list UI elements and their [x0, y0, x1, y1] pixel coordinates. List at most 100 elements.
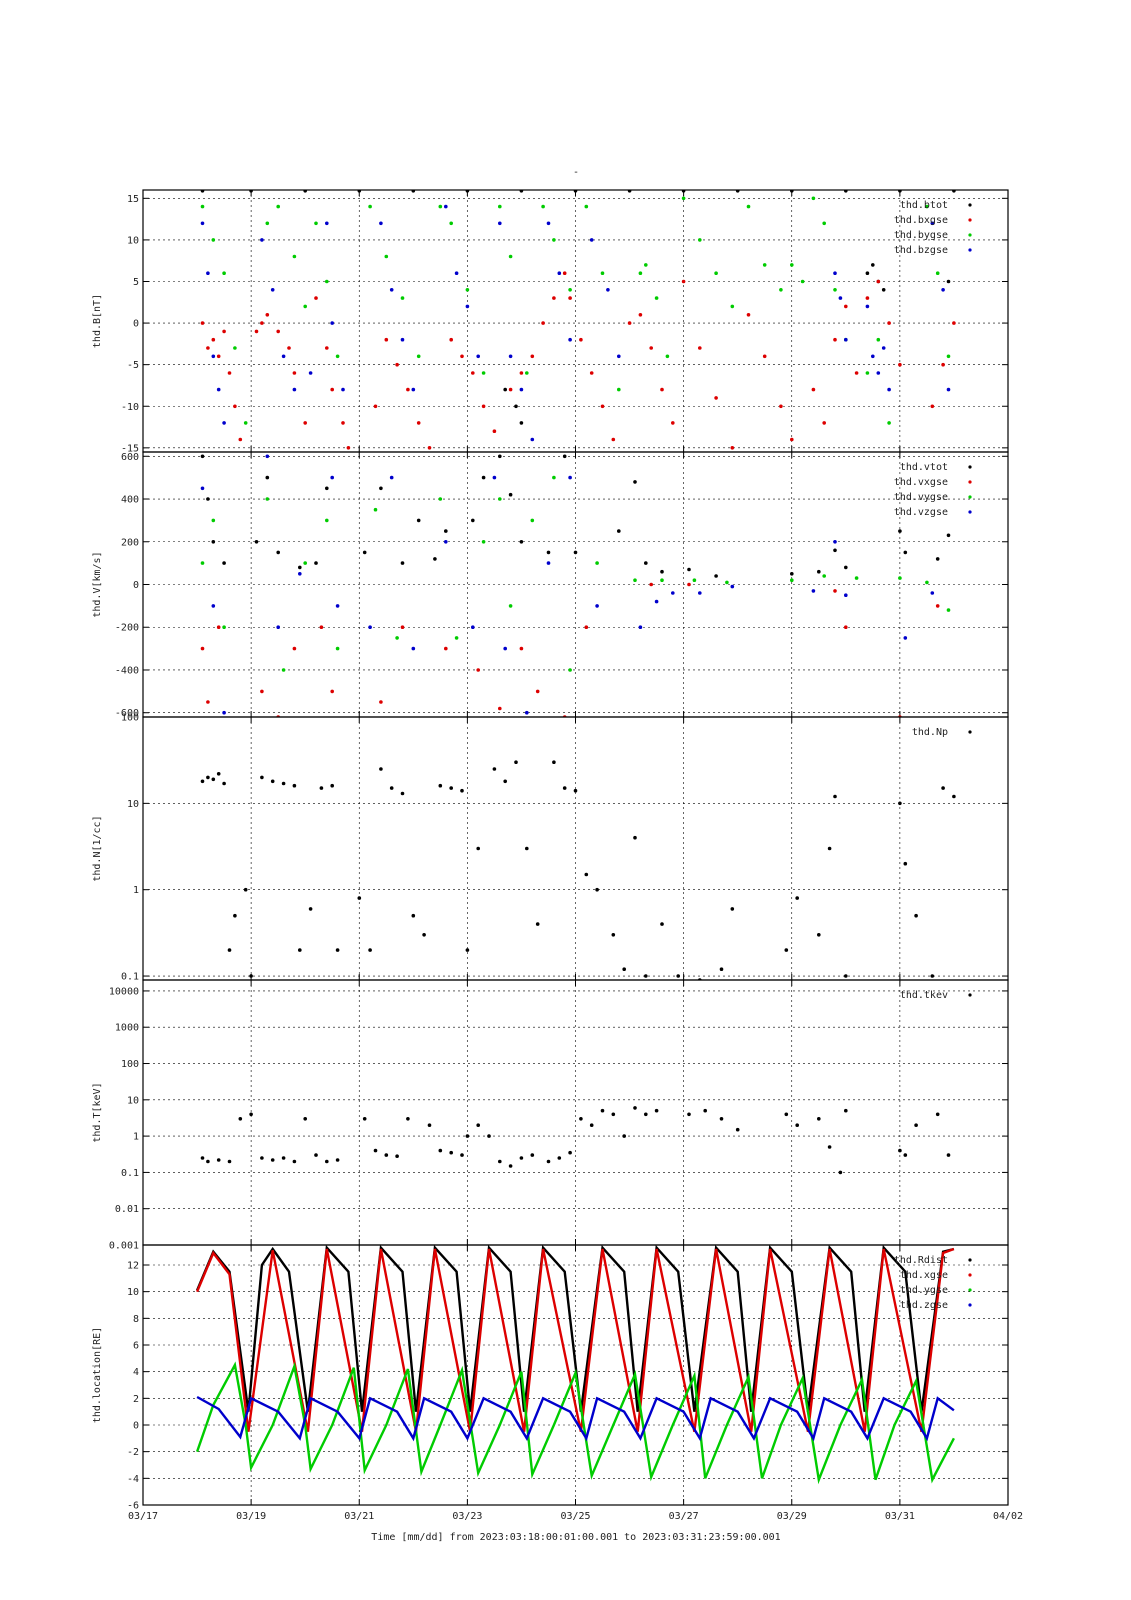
- data-point: [790, 572, 794, 576]
- data-point: [346, 446, 351, 450]
- data-point: [206, 775, 210, 780]
- data-point: [411, 646, 416, 651]
- data-point: [200, 779, 205, 784]
- data-point: [325, 1159, 329, 1164]
- data-point: [335, 1158, 340, 1162]
- series-group: [200, 1106, 951, 1175]
- data-point: [644, 263, 648, 267]
- data-point: [265, 454, 270, 459]
- data-point: [216, 1158, 221, 1162]
- data-point: [930, 221, 935, 226]
- data-point: [341, 421, 345, 425]
- data-point: [914, 913, 918, 918]
- data-point: [362, 1117, 367, 1121]
- time-tick-label: 03/23: [452, 1511, 482, 1522]
- data-point: [303, 190, 307, 193]
- legend-label: thd.bzgse: [894, 245, 948, 256]
- data-point: [265, 313, 270, 317]
- data-point: [449, 337, 454, 342]
- data-point: [254, 540, 259, 544]
- data-point: [427, 1123, 432, 1127]
- time-tick-label: 03/31: [885, 1511, 915, 1522]
- data-point: [795, 896, 799, 900]
- data-point: [260, 775, 264, 780]
- data-point: [287, 346, 291, 350]
- data-point: [903, 636, 908, 640]
- data-point: [292, 387, 297, 392]
- data-point: [438, 1148, 443, 1153]
- data-point: [498, 454, 502, 459]
- legend-marker: [968, 1273, 972, 1277]
- data-point: [238, 1117, 243, 1121]
- y-tick-label: -10: [121, 402, 139, 413]
- data-point: [325, 221, 329, 226]
- data-point: [881, 288, 886, 292]
- data-point: [817, 933, 821, 937]
- data-point: [298, 572, 302, 576]
- legend-marker: [968, 495, 972, 499]
- data-point: [730, 304, 735, 309]
- data-point: [384, 254, 389, 259]
- y-tick-label: 5: [133, 277, 139, 288]
- data-point: [357, 190, 362, 193]
- y-tick-label: 12: [127, 1261, 139, 1272]
- data-point: [276, 625, 281, 629]
- data-point: [795, 1123, 799, 1127]
- data-point: [854, 371, 859, 375]
- data-point: [508, 492, 513, 497]
- data-point: [822, 574, 826, 578]
- data-point: [584, 872, 589, 877]
- data-point: [292, 1159, 297, 1164]
- y-tick-label: 8: [133, 1314, 139, 1325]
- data-point: [400, 791, 405, 796]
- data-point: [946, 533, 951, 538]
- data-point: [525, 371, 529, 375]
- data-point: [411, 387, 416, 392]
- data-point: [227, 1159, 232, 1164]
- data-point: [335, 646, 340, 651]
- data-point: [211, 777, 216, 782]
- data-point: [703, 1108, 707, 1113]
- data-point: [611, 437, 616, 442]
- legend-label: thd.bygse: [894, 230, 948, 241]
- data-point: [779, 288, 783, 292]
- data-point: [379, 221, 383, 226]
- data-point: [589, 371, 594, 375]
- data-point: [714, 396, 718, 400]
- data-point: [498, 1159, 502, 1164]
- data-point: [298, 948, 302, 952]
- legend-label: thd.btot: [900, 200, 948, 211]
- data-point: [519, 540, 524, 544]
- data-point: [303, 1117, 308, 1121]
- time-tick-label: 03/29: [777, 1511, 807, 1522]
- data-point: [498, 221, 502, 226]
- data-point: [400, 561, 405, 565]
- data-point: [206, 1159, 210, 1164]
- data-point: [335, 354, 340, 359]
- y-tick-label: 0.1: [121, 1168, 139, 1179]
- data-point: [925, 204, 929, 209]
- data-point: [449, 221, 454, 226]
- y-tick-label: -4: [127, 1474, 139, 1485]
- data-point: [941, 288, 945, 292]
- data-point: [411, 913, 416, 918]
- data-point: [373, 507, 378, 512]
- data-point: [546, 221, 551, 226]
- data-point: [368, 948, 372, 952]
- data-point: [216, 625, 221, 629]
- y-tick-label: 15: [127, 194, 139, 205]
- data-point: [552, 760, 556, 764]
- data-point: [876, 337, 881, 342]
- legend-marker: [968, 248, 972, 252]
- data-point: [406, 1117, 410, 1121]
- data-point: [638, 625, 643, 629]
- data-point: [416, 421, 421, 425]
- data-point: [687, 567, 691, 572]
- time-tick-label: 03/17: [128, 1511, 158, 1522]
- data-point: [833, 337, 837, 342]
- data-point: [200, 204, 205, 209]
- data-point: [935, 271, 940, 276]
- data-point: [730, 907, 735, 911]
- data-point: [216, 387, 221, 392]
- data-point: [395, 362, 399, 367]
